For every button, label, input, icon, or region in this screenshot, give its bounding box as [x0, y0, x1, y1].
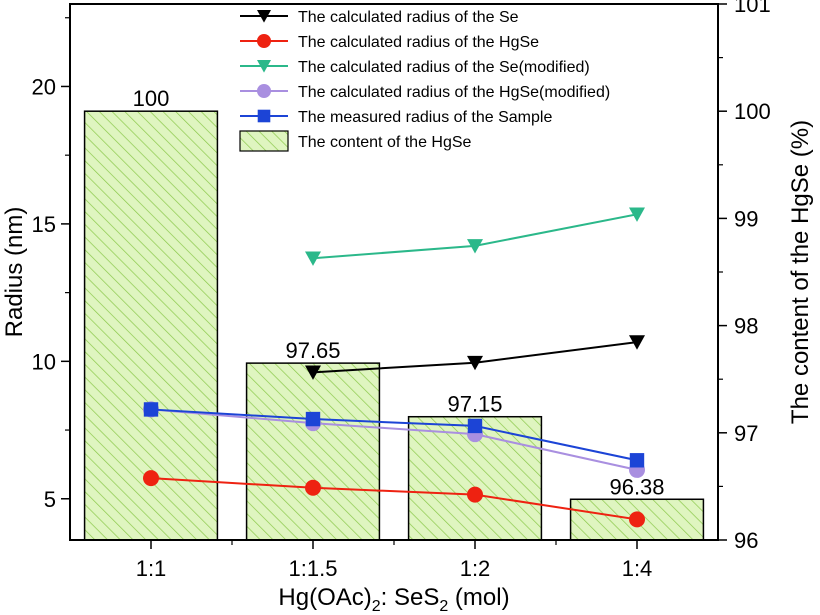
legend-marker-4 — [257, 109, 271, 123]
y-left-tick-label-1: 10 — [32, 349, 56, 374]
bar-value-label-2: 97.15 — [447, 392, 502, 417]
series-4-point-0 — [143, 402, 159, 417]
series-4-point-3 — [629, 453, 645, 468]
x-title-sub2: 2 — [439, 598, 448, 615]
series-2-point-1 — [467, 239, 483, 254]
legend-marker-1 — [257, 34, 271, 48]
bar-value-label-0: 100 — [133, 86, 170, 111]
x-tick-label-0: 1:1 — [136, 556, 167, 581]
y-right-tick-label-0: 96 — [734, 528, 758, 553]
legend-label-bars: The content of the HgSe — [298, 134, 472, 151]
bar-value-label-3: 96.38 — [609, 474, 664, 499]
series-4-point-1 — [305, 411, 321, 427]
legend-marker-0 — [257, 10, 271, 23]
x-title-sub: 2 — [372, 598, 381, 615]
x-axis-title: Hg(OAc)2: SeS2 (mol) — [278, 584, 509, 615]
legend-label-2: The calculated radius of the Se(modified… — [298, 59, 590, 76]
series-1-point-0 — [143, 470, 159, 487]
y-left-axis-title: Radius (nm) — [1, 207, 28, 338]
x-title-main: Hg(OAc) — [278, 584, 371, 611]
x-tick-label-3: 1:4 — [622, 556, 653, 581]
bars-layer: 100 97.65 97.15 96.38 — [83, 86, 705, 541]
x-title-tail: : SeS — [381, 584, 440, 611]
bar-0 — [83, 110, 219, 541]
series-line-4 — [150, 408, 638, 462]
y-left-tick-label-2: 15 — [32, 212, 56, 237]
series-0-point-2 — [629, 335, 645, 350]
x-tick-label-1: 1:1.5 — [289, 556, 338, 581]
y-right-tick-label-5: 101 — [734, 0, 771, 17]
series-4-point-2 — [467, 418, 483, 434]
legend-label-3: The calculated radius of the HgSe(modifi… — [298, 84, 610, 101]
legend-label-1: The calculated radius of the HgSe — [298, 34, 539, 51]
lines-layer — [143, 207, 645, 528]
series-0-point-0 — [305, 365, 321, 380]
y-right-tick-label-1: 97 — [734, 421, 758, 446]
x-tick-label-2: 1:2 — [460, 556, 491, 581]
series-1-point-3 — [629, 511, 645, 528]
legend-label-0: The calculated radius of the Se — [298, 9, 519, 26]
x-title-end: (mol) — [448, 584, 509, 611]
y-right-tick-label-3: 99 — [734, 206, 758, 231]
y-left-tick-label-3: 20 — [32, 74, 56, 99]
legend: The calculated radius of the Se The calcu… — [239, 9, 610, 152]
series-line-1 — [150, 477, 638, 521]
series-0-point-1 — [467, 355, 483, 371]
series-1-point-2 — [467, 486, 483, 503]
ticks-layer: 1:1 1:1.5 1:2 1:4 5 10 15 20 96 97 98 99 100 101 — [32, 0, 771, 581]
y-left-tick-label-0: 5 — [44, 487, 56, 512]
legend-label-4: The measured radius of the Sample — [298, 109, 552, 126]
y-right-axis-title: The content of the HgSe (%) — [787, 120, 814, 424]
bar-value-label-1: 97.65 — [285, 338, 340, 363]
legend-marker-2 — [257, 60, 271, 73]
y-right-tick-label-4: 100 — [734, 99, 771, 124]
series-line-3 — [150, 408, 638, 471]
legend-marker-3 — [257, 84, 271, 98]
series-1-point-1 — [305, 479, 321, 496]
series-2-point-0 — [305, 251, 321, 266]
y-right-tick-label-2: 98 — [734, 314, 758, 339]
bar-1 — [245, 362, 381, 541]
legend-swatch-bars — [239, 130, 289, 152]
series-2-point-2 — [629, 207, 645, 222]
